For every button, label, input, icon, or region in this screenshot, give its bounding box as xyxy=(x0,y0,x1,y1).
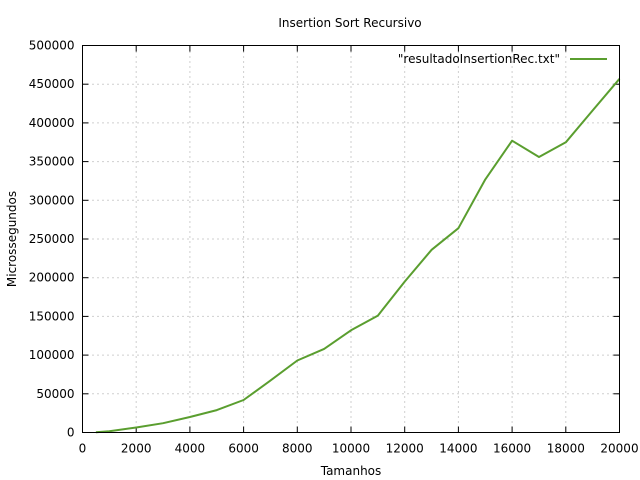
axis-ticks: 0 2000 4000 6000 8000 10000 12000 14000 16000 180… xyxy=(29,39,639,456)
x-tick-label: 10000 xyxy=(332,442,370,456)
x-tick-label: 20000 xyxy=(600,442,638,456)
x-axis-label: Tamanhos xyxy=(320,464,382,478)
x-tick-label: 12000 xyxy=(386,442,424,456)
x-tick-label: 4000 xyxy=(175,442,206,456)
y-tick-label: 100000 xyxy=(29,348,75,362)
legend-label: "resultadoInsertionRec.txt" xyxy=(398,52,560,66)
x-tick-label: 2000 xyxy=(121,442,152,456)
chart-title: Insertion Sort Recursivo xyxy=(278,16,421,30)
x-tick-label: 16000 xyxy=(493,442,531,456)
x-tick-label: 6000 xyxy=(228,442,259,456)
x-tick-label: 18000 xyxy=(547,442,585,456)
plot-frame xyxy=(82,45,620,433)
y-tick-label: 250000 xyxy=(29,232,75,246)
grid xyxy=(82,45,620,433)
y-tick-label: 0 xyxy=(67,426,75,440)
legend: "resultadoInsertionRec.txt" xyxy=(398,52,607,66)
x-tick-label: 14000 xyxy=(439,442,477,456)
series-line xyxy=(95,78,621,434)
x-tick-label: 8000 xyxy=(282,442,313,456)
y-axis-label: Microssegundos xyxy=(5,191,19,287)
y-tick-label: 500000 xyxy=(29,39,75,53)
y-tick-label: 300000 xyxy=(29,193,75,207)
y-tick-label: 50000 xyxy=(36,387,74,401)
y-tick-label: 450000 xyxy=(29,77,75,91)
y-tick-label: 200000 xyxy=(29,271,75,285)
x-tick-label: 0 xyxy=(79,442,87,456)
y-tick-label: 150000 xyxy=(29,309,75,323)
series-lines xyxy=(95,78,621,434)
y-tick-label: 350000 xyxy=(29,155,75,169)
y-tick-label: 400000 xyxy=(29,116,75,130)
